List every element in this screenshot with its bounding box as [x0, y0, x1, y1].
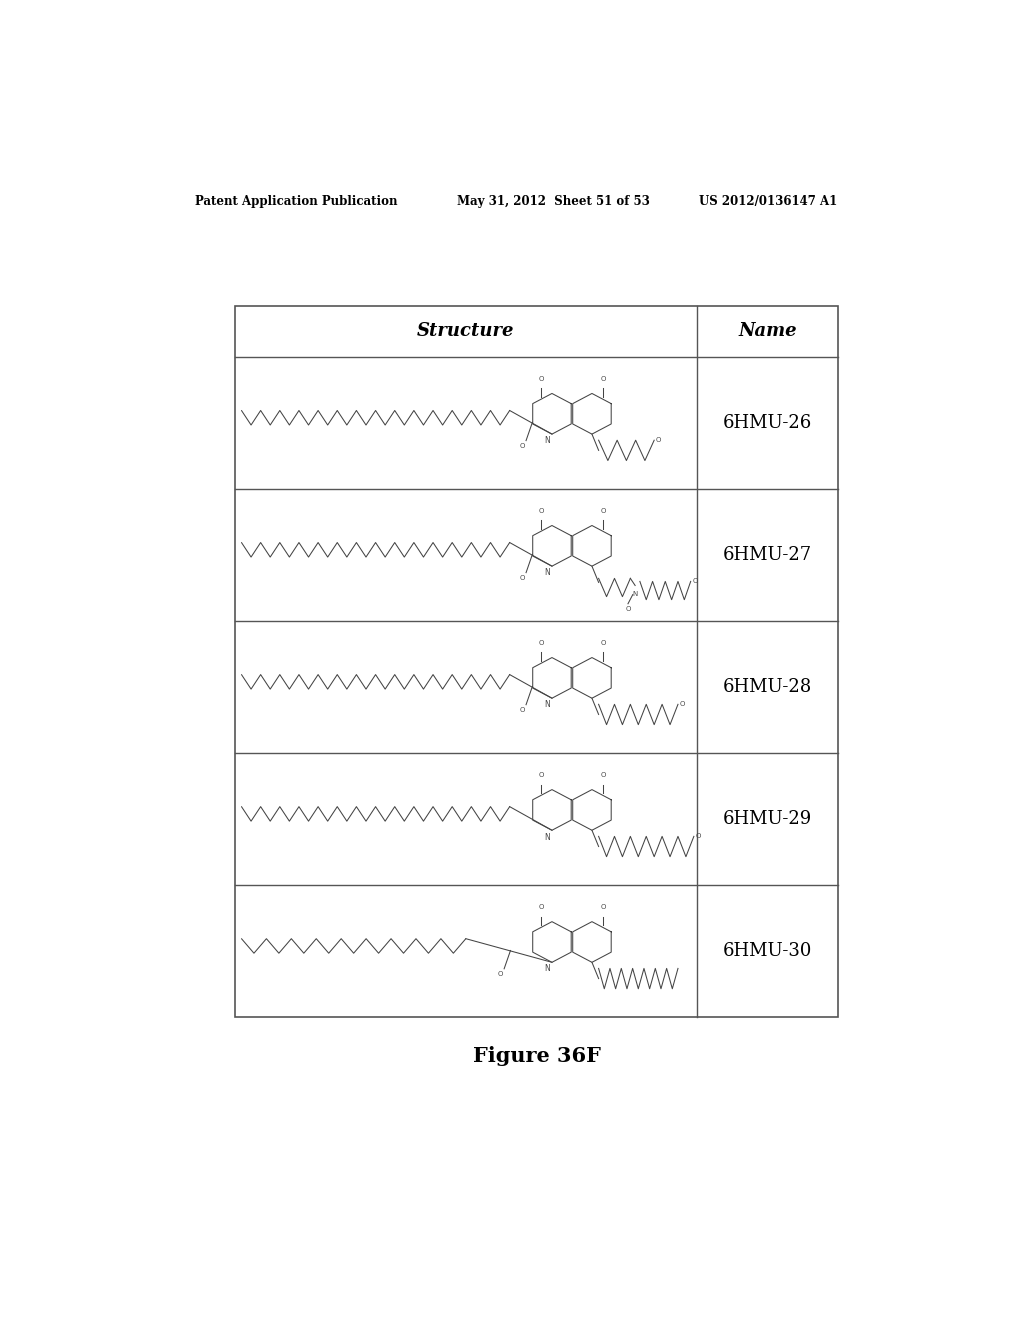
Text: Figure 36F: Figure 36F — [473, 1045, 601, 1065]
Text: N: N — [544, 833, 550, 842]
Text: 6HMU-26: 6HMU-26 — [723, 414, 812, 432]
Text: 6HMU-27: 6HMU-27 — [723, 546, 812, 564]
Text: O: O — [600, 772, 606, 779]
Text: O: O — [498, 970, 504, 977]
Text: 6HMU-28: 6HMU-28 — [723, 678, 812, 696]
Text: O: O — [626, 606, 631, 611]
Text: O: O — [600, 508, 606, 515]
Text: US 2012/0136147 A1: US 2012/0136147 A1 — [699, 194, 838, 207]
Text: O: O — [539, 640, 544, 647]
Text: Name: Name — [738, 322, 797, 341]
Text: Patent Application Publication: Patent Application Publication — [196, 194, 398, 207]
Text: 6HMU-30: 6HMU-30 — [723, 942, 812, 960]
Text: N: N — [545, 700, 550, 709]
Text: O: O — [539, 376, 544, 383]
Text: O: O — [520, 706, 525, 713]
Text: May 31, 2012  Sheet 51 of 53: May 31, 2012 Sheet 51 of 53 — [458, 194, 650, 207]
Text: O: O — [520, 574, 525, 581]
Text: O: O — [695, 833, 700, 840]
Text: O: O — [539, 904, 544, 911]
Text: 6HMU-29: 6HMU-29 — [723, 810, 812, 828]
Text: N: N — [633, 590, 638, 597]
Text: N: N — [545, 568, 550, 577]
Bar — [236, 306, 839, 1018]
Text: Structure: Structure — [417, 322, 515, 341]
Text: N: N — [545, 965, 550, 973]
Text: O: O — [600, 904, 606, 911]
Text: O: O — [539, 772, 544, 779]
Text: N: N — [545, 436, 550, 445]
Text: O: O — [600, 640, 606, 647]
Text: O: O — [655, 437, 662, 444]
Text: O: O — [600, 376, 606, 383]
Text: O: O — [692, 578, 697, 585]
Text: O: O — [520, 442, 525, 449]
Text: O: O — [680, 701, 685, 708]
Text: O: O — [539, 508, 544, 515]
